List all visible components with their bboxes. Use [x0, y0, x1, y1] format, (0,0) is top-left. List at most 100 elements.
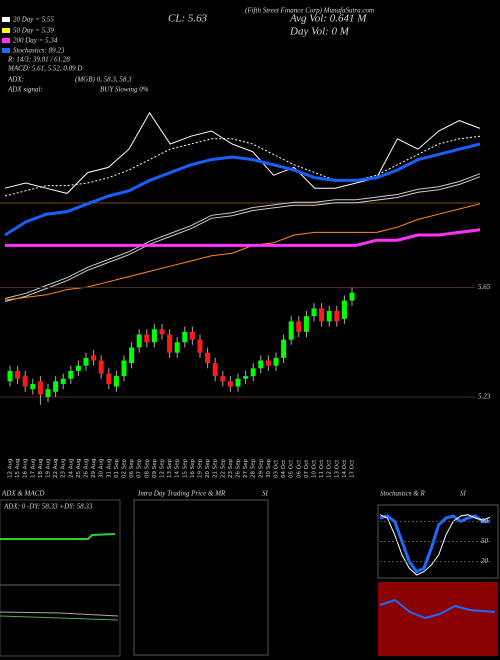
x-tick-label: 29 Aug	[91, 459, 97, 479]
series-line	[4, 142, 481, 237]
series-line	[4, 111, 481, 194]
annotation: CL: 5.63	[168, 13, 208, 25]
x-tick-label: 07 Oct	[304, 459, 310, 478]
candle-body	[136, 334, 142, 348]
candle-body	[167, 334, 173, 353]
y-tick-label: 50	[481, 537, 489, 545]
x-tick-label: 16 Sep	[190, 458, 196, 478]
legend-swatch	[2, 48, 10, 53]
x-tick-label: 31 Aug	[106, 459, 112, 479]
candle-body	[205, 352, 211, 364]
candle-body	[296, 321, 302, 332]
candle-body	[349, 292, 355, 301]
x-tick-label: 24 Aug	[68, 459, 74, 479]
x-tick-label: 26 Aug	[84, 459, 90, 479]
annotation: (MGB) 0, 58.3, 58.3	[75, 76, 132, 84]
x-tick-label: 14 Oct	[342, 459, 348, 478]
chart-title: (Fifth Street Finance Corp) MunafaSutra.…	[245, 7, 374, 15]
x-tick-label: 08 Sep	[144, 458, 150, 478]
x-tick-label: 16 Aug	[23, 459, 29, 479]
candle-body	[129, 347, 135, 364]
annotation: Day Vol: 0 M	[289, 26, 350, 38]
candle-body	[341, 300, 347, 319]
annotation: ADX signal:	[7, 86, 43, 94]
candle-body	[113, 376, 119, 387]
candle-body	[243, 376, 249, 379]
x-tick-label: 04 Oct	[281, 459, 287, 478]
annotation: ADX:	[7, 76, 24, 84]
candle-body	[273, 357, 279, 366]
candle-body	[303, 316, 309, 332]
x-tick-label: 19 Aug	[46, 459, 52, 479]
candle-body	[22, 376, 28, 387]
adx-line	[0, 533, 116, 540]
panel-title: ADX & MACD	[1, 490, 44, 498]
annotation: 200 Day = 5.34	[13, 37, 58, 45]
candle-body	[68, 370, 74, 379]
x-tick-label: 22 Aug	[53, 459, 59, 479]
series-line	[4, 173, 481, 299]
x-tick-label: 14 Sep	[175, 458, 181, 478]
series-line	[5, 228, 481, 247]
candle-body	[91, 355, 97, 361]
candle-body	[15, 370, 21, 379]
x-tick-label: 03 Oct	[274, 459, 280, 478]
series-line	[379, 514, 491, 576]
r-line	[379, 598, 496, 620]
x-tick-label: 25 Aug	[76, 459, 82, 479]
series-line	[379, 514, 490, 574]
candle-body	[311, 308, 317, 317]
series-line	[4, 135, 481, 197]
candle-body	[235, 378, 241, 387]
y-tick-label: 20	[481, 557, 489, 565]
panel-title: Intra Day Trading Price & MR	[137, 490, 226, 498]
x-tick-label: 10 Oct	[312, 459, 318, 478]
annotation: BUY Slowing 0%	[100, 86, 149, 94]
macd-line	[0, 611, 119, 617]
x-tick-label: 11 Oct	[319, 459, 325, 478]
x-tick-label: 13 Sep	[167, 458, 173, 478]
candle-body	[37, 381, 43, 395]
panel-subtitle: SI	[460, 490, 467, 498]
x-tick-label: 30 Sep	[266, 458, 272, 478]
y-tick-label: 80	[481, 517, 489, 525]
candle-body	[60, 378, 66, 384]
x-tick-label: 29 Sep	[258, 458, 264, 478]
panel-annotation: ADX: 0 -DY: 58.33 +DY: 58.33	[3, 503, 93, 511]
annotation: MACD: 5.61, 5.52, 0.09 D	[7, 65, 82, 73]
candle-body	[265, 360, 271, 366]
candle-body	[7, 370, 13, 382]
candle-body	[288, 321, 294, 340]
legend-swatch	[2, 28, 10, 33]
x-tick-label: 17 Aug	[30, 459, 36, 479]
candle-body	[220, 376, 226, 382]
x-tick-label: 28 Sep	[251, 458, 257, 478]
legend-swatch	[2, 17, 10, 22]
x-tick-label: 30 Aug	[99, 459, 105, 479]
x-tick-label: 17 Oct	[350, 459, 356, 478]
x-tick-label: 12 Aug	[8, 459, 14, 479]
candle-body	[53, 381, 59, 392]
x-tick-label: 15 Sep	[182, 458, 188, 478]
candle-body	[159, 329, 165, 335]
r-panel	[378, 582, 498, 656]
x-tick-label: 06 Sep	[129, 458, 135, 478]
candle-body	[334, 310, 340, 322]
series-line	[4, 176, 481, 302]
x-tick-label: 09 Sep	[152, 458, 158, 478]
annotation: Stochastics: 89.23	[13, 47, 65, 55]
x-tick-label: 13 Oct	[334, 459, 340, 478]
candle-body	[75, 365, 81, 371]
candle-body	[281, 339, 287, 358]
candle-body	[151, 329, 157, 343]
x-tick-label: 12 Oct	[327, 459, 333, 478]
x-tick-label: 07 Sep	[137, 458, 143, 478]
x-tick-label: 23 Aug	[61, 459, 67, 479]
candle-body	[174, 342, 180, 353]
candle-body	[30, 383, 36, 390]
legend-swatch	[2, 38, 10, 43]
panel-title: Stochastics & R	[380, 490, 425, 498]
annotation: 50 Day = 5.39	[13, 27, 54, 35]
candle-body	[189, 331, 195, 340]
